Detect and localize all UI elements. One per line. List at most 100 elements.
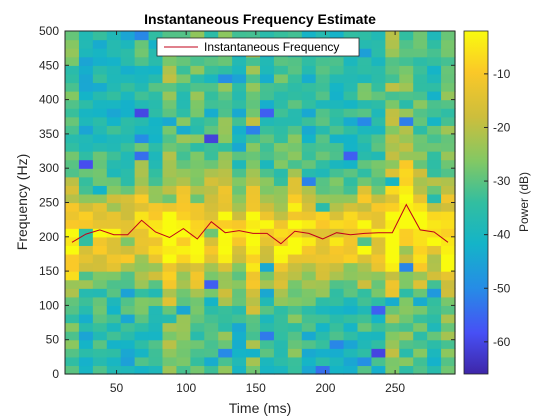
heatmap-cell	[301, 288, 317, 298]
heatmap-cell	[371, 151, 386, 161]
heatmap-cell	[343, 331, 359, 341]
heatmap-cell	[190, 133, 205, 144]
heatmap-cell	[441, 236, 456, 246]
heatmap-cell	[190, 91, 205, 101]
heatmap-cell	[315, 245, 331, 255]
heatmap-cell	[176, 236, 191, 246]
heatmap-cell	[176, 108, 191, 118]
heatmap-cell	[413, 211, 428, 221]
heatmap-cell	[260, 151, 275, 161]
heatmap-cell	[413, 245, 428, 255]
heatmap-cell	[106, 48, 122, 58]
heatmap-cell	[190, 279, 205, 289]
heatmap-cell	[204, 82, 219, 92]
heatmap-cell	[148, 339, 164, 349]
heatmap-cell	[92, 151, 108, 161]
heatmap-cell	[120, 56, 136, 66]
heatmap-cell	[176, 365, 191, 375]
heatmap-cell	[385, 82, 400, 92]
heatmap-cell	[162, 356, 178, 367]
heatmap-cell	[78, 288, 94, 298]
heatmap-cell	[92, 211, 108, 221]
heatmap-cell	[301, 185, 317, 195]
heatmap-cell	[232, 116, 247, 126]
heatmap-cell	[441, 176, 456, 186]
heatmap-cell	[441, 133, 456, 144]
heatmap-cell	[371, 279, 386, 289]
heatmap-cell	[385, 91, 400, 101]
heatmap-cell	[204, 108, 219, 118]
heatmap-cell	[301, 133, 317, 144]
heatmap-cell	[246, 82, 261, 92]
heatmap-cell	[148, 236, 164, 246]
heatmap-cell	[273, 91, 289, 101]
heatmap-cell	[357, 48, 373, 58]
heatmap-cell	[92, 271, 108, 281]
heatmap-cell	[190, 365, 205, 375]
heatmap-cell	[287, 82, 303, 92]
heatmap-cell	[120, 348, 136, 358]
heatmap-cell	[399, 305, 414, 315]
heatmap-cell	[260, 253, 275, 264]
heatmap-cell	[315, 253, 331, 264]
heatmap-cell	[315, 31, 331, 41]
heatmap-cell	[315, 279, 331, 289]
heatmap-cell	[329, 356, 345, 367]
heatmap-cell	[218, 133, 233, 144]
heatmap-cell	[287, 56, 303, 66]
heatmap-cell	[232, 313, 247, 324]
heatmap-cell	[106, 296, 122, 306]
heatmap-cell	[92, 356, 108, 367]
heatmap-cell	[399, 133, 414, 144]
heatmap-cell	[315, 151, 331, 161]
heatmap-cell	[260, 356, 275, 367]
heatmap-cell	[301, 159, 317, 169]
heatmap-cell	[134, 211, 150, 221]
heatmap-cell	[413, 142, 428, 152]
heatmap-cell	[301, 219, 317, 229]
heatmap-cell	[246, 31, 261, 41]
heatmap-cell	[399, 348, 414, 358]
heatmap-cell	[441, 313, 456, 324]
heatmap-cell	[427, 271, 442, 281]
heatmap-cell	[399, 151, 414, 161]
heatmap-cell	[120, 142, 136, 152]
heatmap-cell	[190, 56, 205, 66]
heatmap-cell	[427, 365, 442, 375]
heatmap-cell	[427, 65, 442, 75]
heatmap-cell	[260, 82, 275, 92]
heatmap-cell	[120, 65, 136, 75]
colorbar-tick-label: -30	[493, 174, 511, 188]
heatmap-cell	[106, 176, 122, 186]
heatmap-cell	[385, 193, 400, 204]
heatmap-cell	[134, 288, 150, 298]
heatmap-cell	[218, 322, 233, 332]
frequency-line	[71, 203, 449, 245]
heatmap-cell	[357, 31, 373, 41]
heatmap-cell	[106, 219, 122, 229]
heatmap-cell	[120, 262, 136, 272]
heatmap-cell	[357, 211, 373, 221]
heatmap-cell	[273, 305, 289, 315]
heatmap-cell	[399, 48, 414, 58]
heatmap-cell	[385, 39, 400, 49]
heatmap-cell	[371, 211, 386, 221]
heatmap-cell	[315, 116, 331, 126]
heatmap-cell	[204, 99, 219, 109]
heatmap-cell	[301, 271, 317, 281]
heatmap-cell	[399, 168, 414, 178]
x-axis-label: Time (ms)	[229, 400, 291, 416]
heatmap-cell	[92, 82, 108, 92]
heatmap-cell	[441, 159, 456, 169]
heatmap-cell	[120, 125, 136, 135]
heatmap-cell	[218, 151, 233, 161]
heatmap-cell	[399, 262, 414, 272]
heatmap-cell	[218, 253, 233, 264]
heatmap-cell	[65, 322, 80, 332]
heatmap-cell	[357, 151, 373, 161]
heatmap-cell	[106, 31, 122, 41]
heatmap-cell	[78, 73, 94, 84]
heatmap-cell	[65, 142, 80, 152]
heatmap-cell	[148, 125, 164, 135]
colorbar-ticks: -10 -20 -30 -40 -50 -60	[484, 67, 511, 349]
